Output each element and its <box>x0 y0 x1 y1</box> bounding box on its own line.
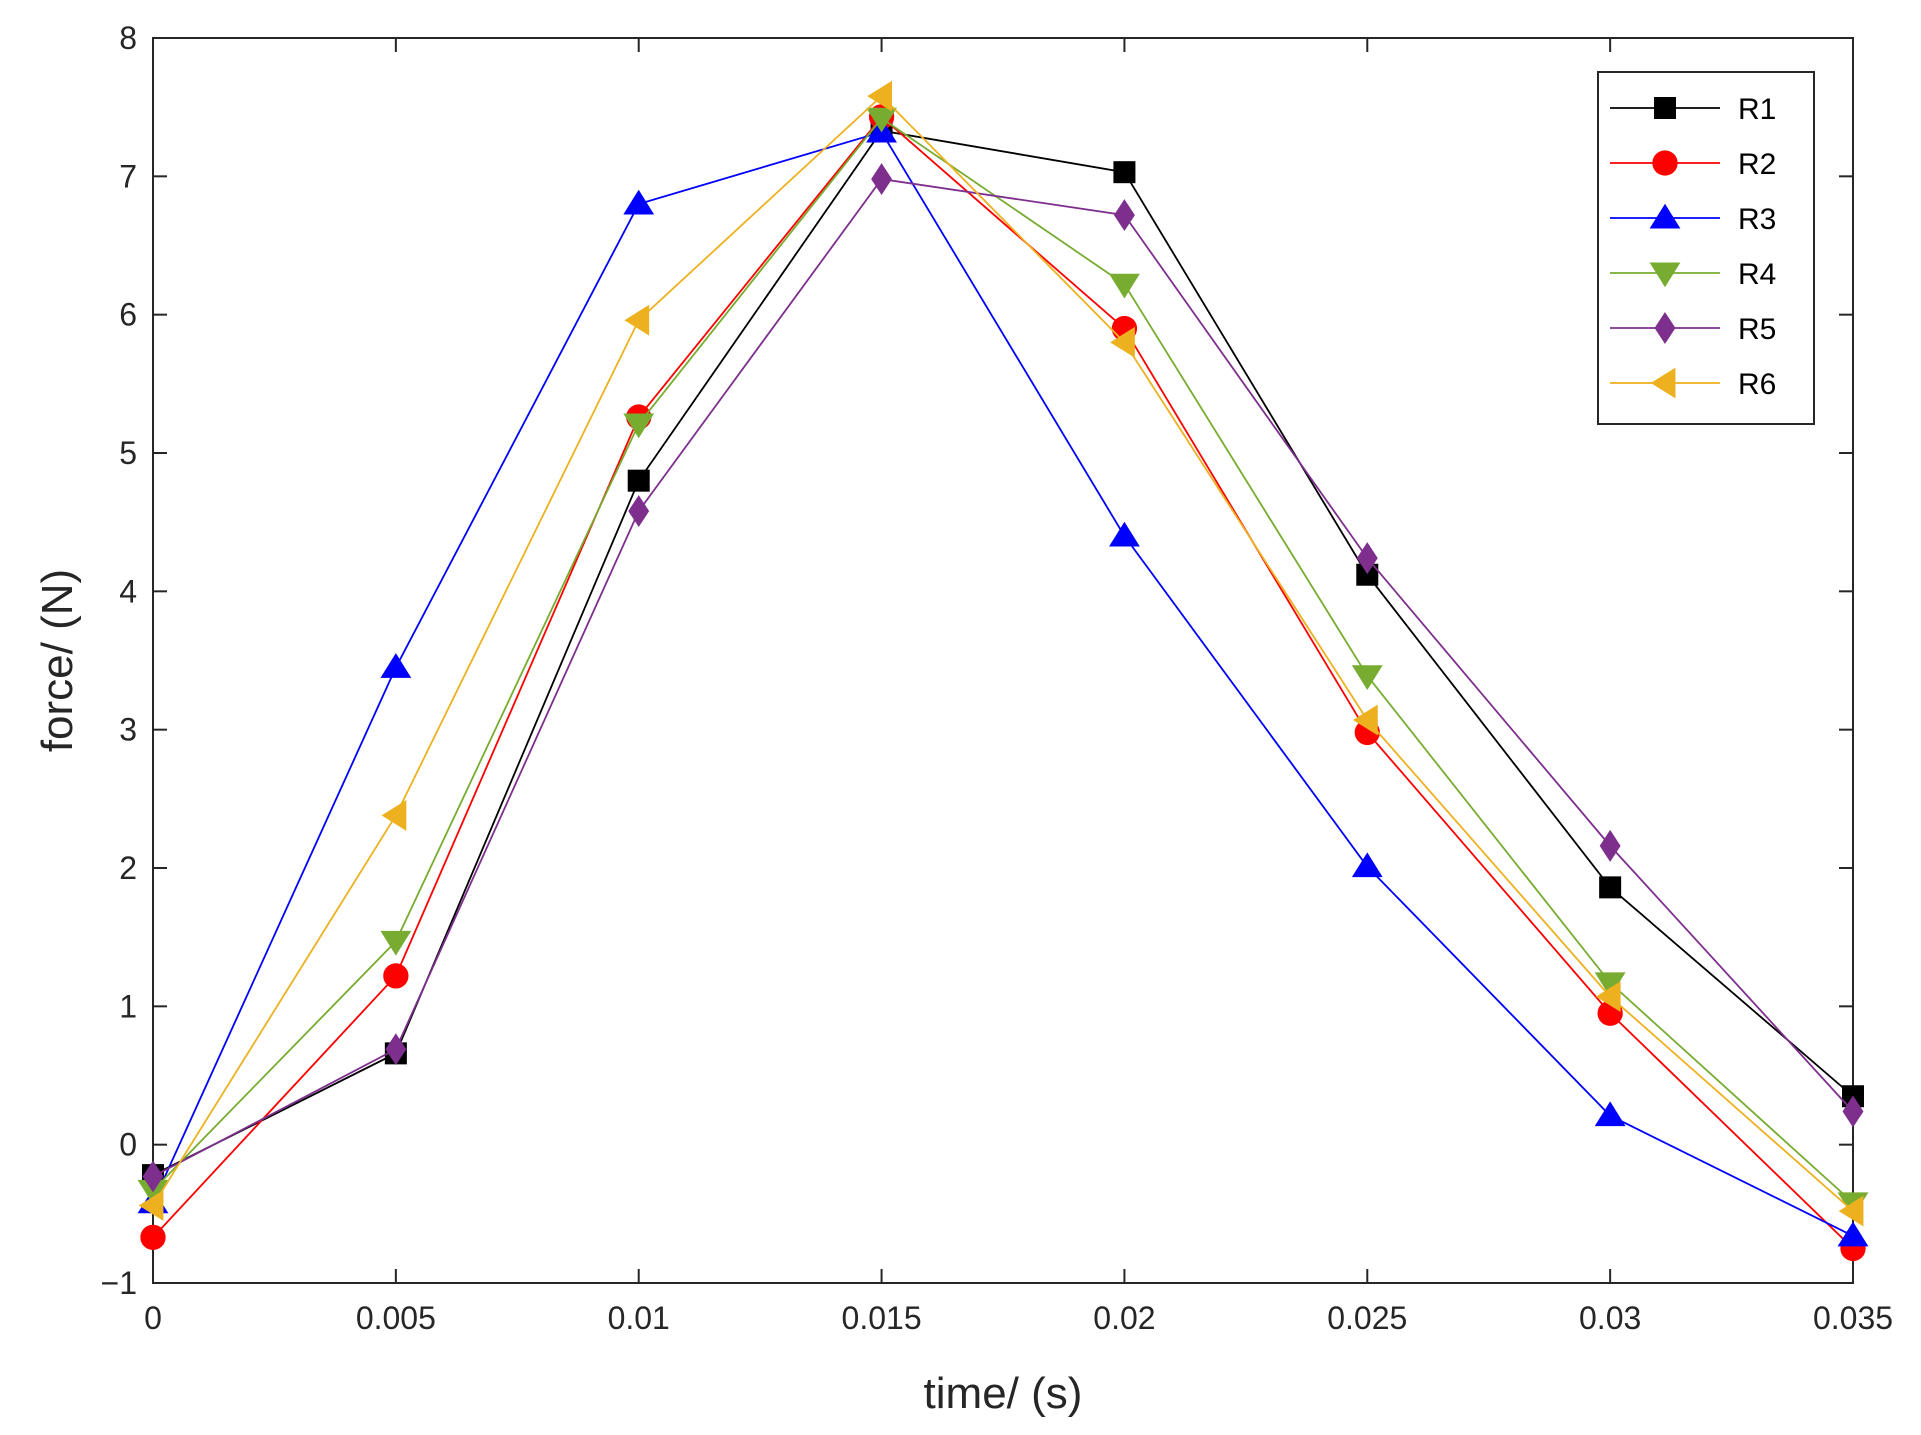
y-tick-label: 0 <box>119 1127 137 1163</box>
data-point <box>385 1033 407 1066</box>
series-r4 <box>137 107 1869 1218</box>
x-tick-label: 0.035 <box>1813 1300 1893 1336</box>
data-point <box>1654 97 1676 119</box>
data-point <box>1599 829 1621 862</box>
legend-item-r1: R1 <box>1610 93 1776 126</box>
legend-label: R4 <box>1738 258 1776 291</box>
data-point <box>871 163 893 196</box>
data-point <box>1652 150 1678 176</box>
data-point <box>1352 704 1378 736</box>
series-line <box>152 131 1854 1237</box>
plot-area <box>153 38 1853 1283</box>
data-point <box>1595 981 1621 1013</box>
data-point <box>627 469 650 492</box>
legend-item-r3: R3 <box>1610 203 1776 236</box>
y-tick-label: 6 <box>119 297 137 333</box>
legend-item-r4: R4 <box>1610 258 1776 291</box>
data-point <box>380 930 412 956</box>
data-point <box>1351 852 1383 878</box>
series-line <box>152 178 1854 1178</box>
legend-label: R2 <box>1738 148 1776 181</box>
x-tick-label: 0.015 <box>842 1300 922 1336</box>
legend-item-r6: R6 <box>1610 367 1776 401</box>
series-group <box>137 80 1869 1262</box>
data-point <box>1654 312 1676 344</box>
data-point <box>1649 203 1681 229</box>
data-point <box>142 1160 164 1193</box>
series-r6 <box>138 80 1864 1227</box>
data-point <box>1351 665 1383 691</box>
y-tick-label: −1 <box>101 1265 137 1301</box>
data-point <box>1649 262 1681 288</box>
y-axis-label: force/ (N) <box>33 569 82 752</box>
x-tick-label: 0.01 <box>608 1300 670 1336</box>
data-point <box>1837 1221 1869 1247</box>
y-tick-label: 8 <box>119 20 137 56</box>
data-point <box>1356 563 1379 586</box>
y-tick-label: 4 <box>119 573 137 609</box>
data-point <box>1109 273 1140 299</box>
data-point <box>380 653 412 678</box>
data-point <box>1599 876 1622 899</box>
data-point <box>381 800 407 831</box>
data-point <box>1113 161 1136 184</box>
data-point <box>1110 326 1135 358</box>
series-line <box>152 115 1854 1250</box>
legend-box <box>1597 71 1815 425</box>
legend-item-r5: R5 <box>1610 312 1776 346</box>
data-point <box>624 304 650 336</box>
data-point <box>140 1224 166 1250</box>
series-line <box>152 117 1854 1204</box>
y-tick-label: 3 <box>119 712 137 748</box>
ticks: 0 0.005 0.01 0.015 0.02 0.025 0.03 0.035−101234… <box>101 20 1894 1336</box>
data-point <box>628 495 650 528</box>
legend-label: R3 <box>1738 203 1776 236</box>
y-tick-label: 1 <box>119 988 137 1024</box>
series-line <box>152 94 1854 1212</box>
data-point <box>1109 521 1140 547</box>
data-point <box>138 1190 164 1221</box>
series-r3 <box>137 117 1869 1247</box>
data-point <box>1356 542 1378 575</box>
data-point <box>1113 199 1135 232</box>
data-point <box>1594 1101 1626 1127</box>
legend-label: R5 <box>1738 313 1776 346</box>
data-point <box>623 413 655 439</box>
series-r5 <box>142 163 1864 1193</box>
data-point <box>1838 1195 1864 1227</box>
x-tick-label: 0.03 <box>1579 1300 1641 1336</box>
legend-item-r2: R2 <box>1610 148 1776 181</box>
data-point <box>1842 1095 1864 1128</box>
y-tick-label: 5 <box>119 435 137 471</box>
x-tick-label: 0 <box>144 1300 162 1336</box>
legend: R1 R2 R3 R4 R5 R6 <box>1597 71 1815 425</box>
data-point <box>383 963 409 989</box>
data-point <box>623 189 655 215</box>
legend-label: R1 <box>1738 93 1776 126</box>
data-point <box>1650 367 1676 399</box>
y-tick-label: 2 <box>119 850 137 886</box>
data-point <box>1594 972 1626 998</box>
axes-box <box>152 37 1854 1284</box>
data-point <box>866 107 897 133</box>
x-tick-label: 0.005 <box>356 1300 436 1336</box>
x-axis-label: time/ (s) <box>924 1369 1083 1418</box>
y-tick-label: 7 <box>119 158 137 194</box>
legend-label: R6 <box>1738 368 1776 401</box>
x-tick-label: 0.025 <box>1327 1300 1407 1336</box>
axes <box>152 37 1854 1284</box>
data-point <box>867 80 893 112</box>
x-tick-label: 0.02 <box>1093 1300 1155 1336</box>
